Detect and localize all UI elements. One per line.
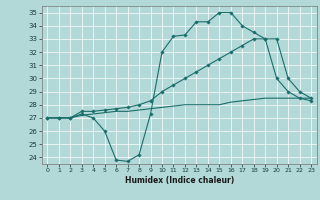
X-axis label: Humidex (Indice chaleur): Humidex (Indice chaleur) (124, 176, 234, 185)
